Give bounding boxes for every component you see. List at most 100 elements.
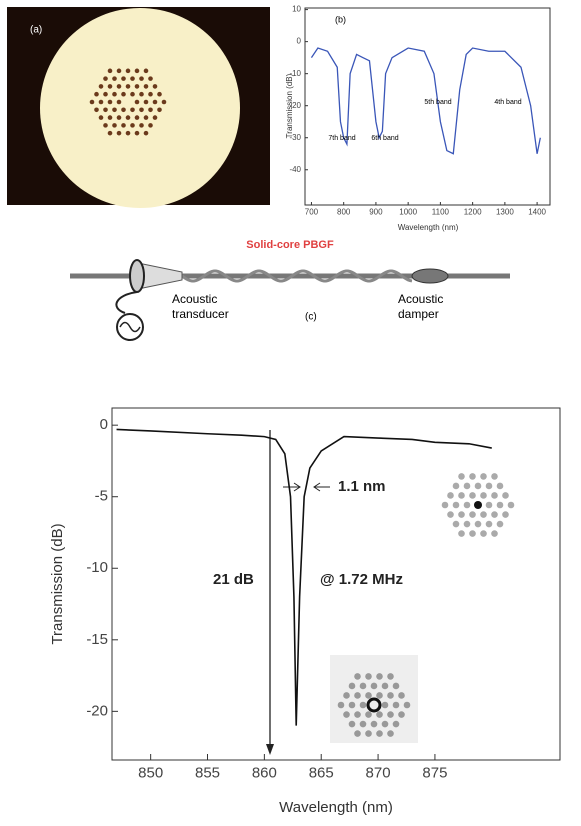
plot-frame	[305, 8, 550, 205]
hole	[447, 511, 454, 518]
hole	[153, 84, 158, 89]
hole	[144, 131, 149, 136]
hole	[480, 511, 487, 518]
hole	[148, 76, 153, 81]
y-axis-label: Transmission (dB)	[49, 523, 66, 644]
panel-label: (c)	[305, 312, 317, 323]
hole	[126, 115, 131, 120]
hole	[376, 692, 383, 699]
x-tick-label: 870	[366, 764, 391, 781]
hole	[135, 84, 140, 89]
hole	[480, 492, 487, 499]
hole	[497, 521, 504, 528]
hole	[349, 721, 356, 728]
hole	[382, 683, 389, 690]
hole	[486, 521, 493, 528]
band-label: 6th band	[371, 135, 398, 142]
hole	[153, 115, 158, 120]
x-tick-label: 1400	[528, 207, 546, 216]
x-tick-label: 875	[422, 764, 447, 781]
figure: (a) Solid-core PBGF Acoustic transducer …	[0, 0, 581, 826]
y-tick-label: -10	[86, 559, 108, 576]
hole	[121, 107, 126, 112]
hole	[103, 107, 108, 112]
hole	[393, 721, 400, 728]
y-tick-label: -40	[289, 165, 301, 174]
hole	[365, 692, 372, 699]
hole	[130, 123, 135, 128]
band-label: 4th band	[494, 99, 521, 106]
y-tick-label: 0	[100, 416, 108, 433]
x-tick-label: 1100	[432, 207, 450, 216]
inset-patterns	[330, 473, 514, 743]
x-axis-label: Wavelength (nm)	[279, 799, 393, 816]
hole	[360, 683, 367, 690]
hole	[108, 84, 113, 89]
hole	[508, 502, 515, 509]
inset-core	[474, 501, 482, 509]
hole	[99, 115, 104, 120]
hole	[453, 502, 460, 509]
hole	[360, 721, 367, 728]
x-tick-label: 865	[309, 764, 334, 781]
hole	[469, 530, 476, 537]
hole	[442, 502, 449, 509]
band-label: 5th band	[424, 99, 451, 106]
hole	[349, 702, 356, 709]
band-label: 7th band	[328, 135, 355, 142]
hole	[360, 702, 367, 709]
hole	[94, 107, 99, 112]
hole	[135, 131, 140, 136]
hole	[382, 721, 389, 728]
hole	[398, 711, 405, 718]
hole	[90, 100, 95, 105]
hole	[365, 673, 372, 680]
hole	[103, 92, 108, 97]
hole	[117, 84, 122, 89]
hole	[126, 69, 131, 74]
hole	[502, 511, 509, 518]
arrow-head	[266, 744, 274, 755]
hole	[475, 483, 482, 490]
hole	[497, 483, 504, 490]
x-tick-label: 900	[369, 207, 383, 216]
hole	[130, 76, 135, 81]
hole	[343, 692, 350, 699]
hole	[447, 492, 454, 499]
x-tick-label: 1200	[464, 207, 482, 216]
hole	[157, 92, 162, 97]
hole	[121, 92, 126, 97]
hole	[491, 511, 498, 518]
y-axis-label: Transmission (dB)	[285, 73, 294, 138]
transducer	[130, 260, 144, 292]
hole	[464, 502, 471, 509]
fiber-cross-section	[40, 8, 240, 208]
hole	[148, 92, 153, 97]
hole	[458, 492, 465, 499]
hole	[387, 711, 394, 718]
hole	[117, 115, 122, 120]
transducer-label: transducer	[172, 307, 229, 321]
hole	[338, 702, 345, 709]
hole	[458, 511, 465, 518]
hole	[135, 69, 140, 74]
hole	[135, 100, 140, 105]
fiber-label: Solid-core PBGF	[246, 239, 334, 251]
y-tick-label: -5	[95, 488, 108, 505]
hole	[148, 123, 153, 128]
hole	[387, 692, 394, 699]
hole	[117, 69, 122, 74]
hole	[453, 521, 460, 528]
wire	[116, 292, 137, 313]
hole	[108, 131, 113, 136]
hole	[144, 100, 149, 105]
hole	[126, 131, 131, 136]
hole	[112, 92, 117, 97]
y-tick-label: 10	[292, 5, 301, 14]
hole	[480, 473, 487, 480]
hole	[376, 711, 383, 718]
hole	[486, 483, 493, 490]
panel-label: (b)	[335, 14, 346, 24]
hole	[354, 730, 361, 737]
hole	[354, 711, 361, 718]
